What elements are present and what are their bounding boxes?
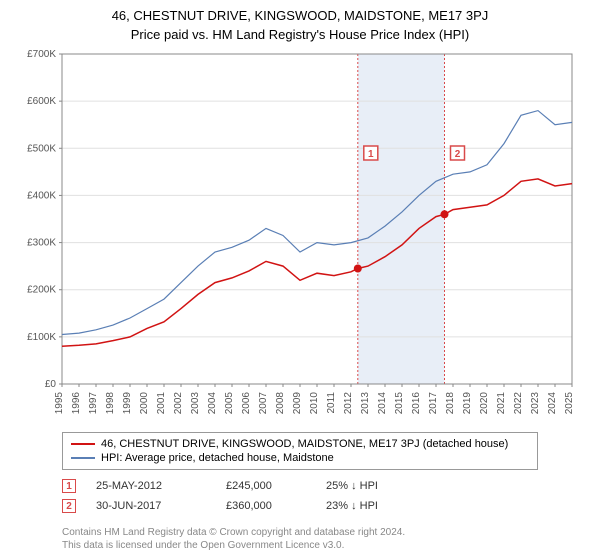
footer-credit: Contains HM Land Registry data © Crown c… xyxy=(62,526,405,552)
legend-box: 46, CHESTNUT DRIVE, KINGSWOOD, MAIDSTONE… xyxy=(62,432,538,470)
legend-label: HPI: Average price, detached house, Maid… xyxy=(101,452,334,464)
svg-text:1: 1 xyxy=(368,149,374,160)
sale-date: 25-MAY-2012 xyxy=(96,480,206,492)
svg-text:2019: 2019 xyxy=(462,392,473,415)
svg-text:2024: 2024 xyxy=(547,392,558,415)
legend-row: 46, CHESTNUT DRIVE, KINGSWOOD, MAIDSTONE… xyxy=(71,437,529,451)
legend-row: HPI: Average price, detached house, Maid… xyxy=(71,451,529,465)
legend-label: 46, CHESTNUT DRIVE, KINGSWOOD, MAIDSTONE… xyxy=(101,438,508,450)
sale-price: £245,000 xyxy=(226,480,306,492)
svg-text:2022: 2022 xyxy=(513,392,524,415)
svg-text:2021: 2021 xyxy=(496,392,507,415)
svg-text:2010: 2010 xyxy=(309,392,320,415)
svg-text:2007: 2007 xyxy=(258,392,269,415)
svg-text:2003: 2003 xyxy=(190,392,201,415)
svg-text:2014: 2014 xyxy=(377,392,388,415)
sale-marker: 2 xyxy=(62,499,76,513)
svg-text:2009: 2009 xyxy=(292,392,303,415)
svg-text:2017: 2017 xyxy=(428,392,439,415)
svg-text:2: 2 xyxy=(455,149,461,160)
svg-text:2006: 2006 xyxy=(241,392,252,415)
svg-text:2002: 2002 xyxy=(173,392,184,415)
svg-text:£700K: £700K xyxy=(27,49,56,60)
footer-line2: This data is licensed under the Open Gov… xyxy=(62,539,405,552)
svg-text:2020: 2020 xyxy=(479,392,490,415)
svg-text:1999: 1999 xyxy=(122,392,133,415)
svg-text:2023: 2023 xyxy=(530,392,541,415)
title-subtitle: Price paid vs. HM Land Registry's House … xyxy=(0,23,600,48)
svg-text:£300K: £300K xyxy=(27,238,56,249)
svg-text:1996: 1996 xyxy=(71,392,82,415)
page-container: 46, CHESTNUT DRIVE, KINGSWOOD, MAIDSTONE… xyxy=(0,0,600,560)
title-address: 46, CHESTNUT DRIVE, KINGSWOOD, MAIDSTONE… xyxy=(0,0,600,23)
svg-text:2001: 2001 xyxy=(156,392,167,415)
svg-text:2013: 2013 xyxy=(360,392,371,415)
sale-diff: 23% ↓ HPI xyxy=(326,500,406,512)
chart-svg: £0 £100K £200K £300K £400K £500K £600K £700K 199… xyxy=(0,48,600,428)
legend-swatch xyxy=(71,457,95,459)
svg-text:2025: 2025 xyxy=(564,392,575,415)
svg-text:2000: 2000 xyxy=(139,392,150,415)
svg-text:2004: 2004 xyxy=(207,392,218,415)
svg-text:£200K: £200K xyxy=(27,285,56,296)
svg-text:1997: 1997 xyxy=(88,392,99,415)
svg-text:£500K: £500K xyxy=(27,143,56,154)
svg-text:2008: 2008 xyxy=(275,392,286,415)
sale-row: 1 25-MAY-2012 £245,000 25% ↓ HPI xyxy=(62,476,406,496)
svg-text:1995: 1995 xyxy=(54,392,65,415)
footer-line1: Contains HM Land Registry data © Crown c… xyxy=(62,526,405,539)
svg-text:£600K: £600K xyxy=(27,96,56,107)
sales-table: 1 25-MAY-2012 £245,000 25% ↓ HPI 2 30-JUN-201… xyxy=(62,476,406,516)
svg-text:2012: 2012 xyxy=(343,392,354,415)
svg-text:2018: 2018 xyxy=(445,392,456,415)
svg-text:2011: 2011 xyxy=(326,392,337,414)
sale-price: £360,000 xyxy=(226,500,306,512)
price-chart: £0 £100K £200K £300K £400K £500K £600K £700K 199… xyxy=(0,48,600,428)
svg-text:£100K: £100K xyxy=(27,332,56,343)
svg-text:£0: £0 xyxy=(45,379,57,390)
svg-text:1998: 1998 xyxy=(105,392,116,415)
svg-text:£400K: £400K xyxy=(27,190,56,201)
legend-swatch xyxy=(71,443,95,445)
svg-text:2016: 2016 xyxy=(411,392,422,415)
svg-text:2015: 2015 xyxy=(394,392,405,415)
svg-text:2005: 2005 xyxy=(224,392,235,415)
sale-diff: 25% ↓ HPI xyxy=(326,480,406,492)
sale-date: 30-JUN-2017 xyxy=(96,500,206,512)
sale-marker: 1 xyxy=(62,479,76,493)
sale-row: 2 30-JUN-2017 £360,000 23% ↓ HPI xyxy=(62,496,406,516)
